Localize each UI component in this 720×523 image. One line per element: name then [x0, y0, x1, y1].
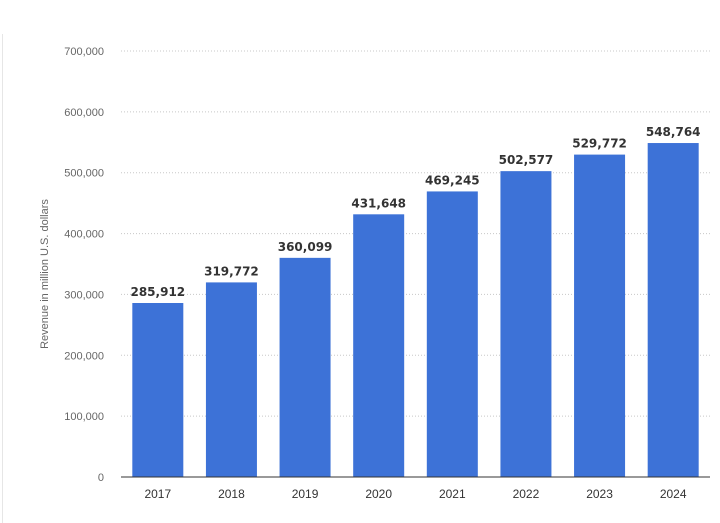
- data-label: 469,245: [425, 173, 480, 187]
- bar: [205, 282, 257, 477]
- data-label: 431,648: [351, 196, 406, 210]
- data-label: 529,772: [572, 137, 627, 151]
- data-label: 285,912: [130, 285, 185, 299]
- x-tick-label: 2017: [144, 487, 171, 501]
- y-tick-label: 400,000: [64, 229, 104, 241]
- x-tick-label: 2022: [513, 487, 540, 501]
- bar: [500, 171, 552, 477]
- bar: [353, 214, 405, 478]
- y-tick-label: 300,000: [64, 289, 104, 301]
- y-tick-label: 100,000: [64, 411, 104, 423]
- x-tick-label: 2023: [586, 487, 613, 501]
- data-labels: 285,912 319,772 360,099 431,648 469,245 502,5…: [130, 125, 700, 299]
- data-label: 319,772: [204, 264, 259, 278]
- bar: [426, 191, 478, 477]
- bar: [132, 303, 184, 477]
- x-tick-label: 2019: [292, 487, 319, 501]
- data-label: 360,099: [278, 240, 333, 254]
- frame-border: [2, 34, 3, 523]
- bar: [574, 154, 626, 478]
- x-tick-label: 2021: [439, 487, 466, 501]
- bars: [132, 143, 699, 478]
- data-label: 548,764: [646, 125, 701, 139]
- y-tick-label: 0: [98, 472, 104, 484]
- y-tick-label: 600,000: [64, 107, 104, 119]
- x-tick-label: 2018: [218, 487, 245, 501]
- gridlines: [121, 50, 710, 417]
- y-axis-tick-labels: 0 100,000 200,000 300,000 400,000 500,000 600,…: [64, 46, 104, 484]
- bar: [647, 143, 699, 477]
- x-tick-label: 2020: [365, 487, 392, 501]
- y-tick-label: 200,000: [64, 350, 104, 362]
- x-tick-label: 2024: [660, 487, 687, 501]
- y-tick-label: 500,000: [64, 168, 104, 180]
- data-label: 502,577: [499, 153, 554, 167]
- x-axis-tick-labels: 2017 2018 2019 2020 2021 2022 2023 2024: [144, 487, 686, 501]
- bar: [279, 257, 331, 477]
- y-axis-title: Revenue in million U.S. dollars: [39, 199, 51, 349]
- y-tick-label: 700,000: [64, 46, 104, 58]
